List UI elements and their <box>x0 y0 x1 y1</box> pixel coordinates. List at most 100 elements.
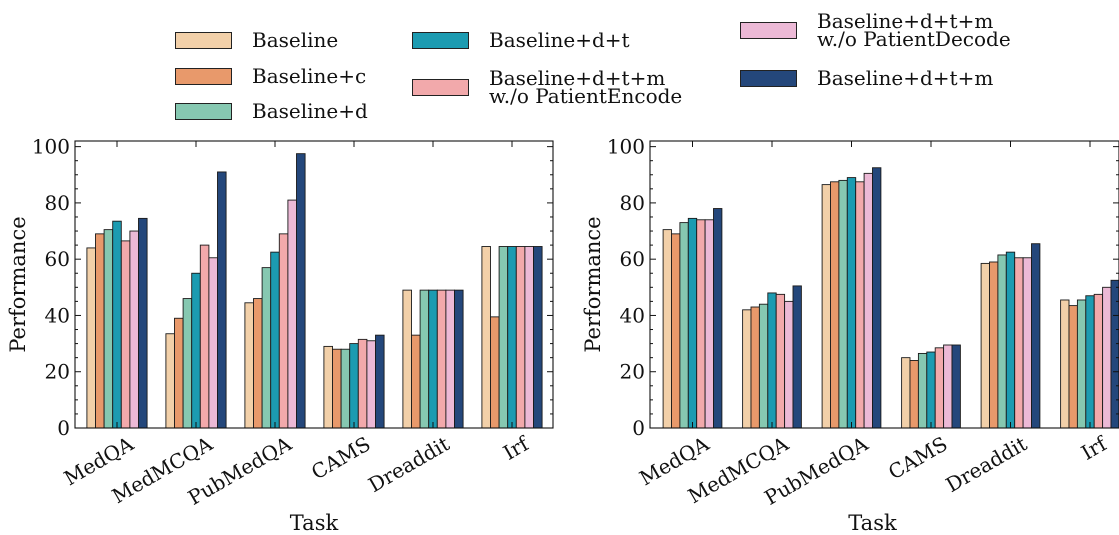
bar <box>821 184 831 429</box>
legend-entry-baseline-d: Baseline+d <box>175 99 368 123</box>
legend-label: Baseline+d+t+m <box>817 66 994 90</box>
legend-label: Baseline+d+t <box>489 28 630 52</box>
bar <box>436 289 447 429</box>
y-tick-label: 40 <box>45 303 70 327</box>
bar <box>926 351 936 429</box>
bar <box>270 251 280 429</box>
legend-label: Baseline+d+t+m w./o PatientEncode <box>489 66 683 108</box>
bar <box>980 262 990 429</box>
bar <box>481 246 491 429</box>
bar <box>103 229 114 429</box>
legend-label: Baseline+d+t+m w./o PatientDecode <box>817 9 1011 51</box>
bar <box>217 171 227 429</box>
legend-label: Baseline+d <box>252 99 368 123</box>
bar <box>129 230 139 429</box>
legend-label: Baseline <box>252 28 339 52</box>
bar <box>1060 299 1070 429</box>
bar <box>244 302 254 429</box>
bar <box>411 334 421 429</box>
bar <box>855 181 865 429</box>
bar <box>750 306 760 429</box>
bar <box>662 229 672 429</box>
bar <box>917 352 928 429</box>
bar <box>208 257 218 429</box>
bar <box>340 348 351 429</box>
bar <box>1076 299 1087 429</box>
legend-entry-baseline-d-t: Baseline+d+t <box>412 28 630 52</box>
bar <box>1005 251 1016 429</box>
bar <box>1110 279 1119 429</box>
bar <box>758 303 769 429</box>
bar <box>428 289 438 429</box>
bar <box>989 261 999 429</box>
bar <box>120 240 131 429</box>
bar <box>253 298 263 429</box>
bar <box>943 344 953 429</box>
bar <box>951 344 961 429</box>
bar <box>679 222 689 429</box>
y-tick-label: 100 <box>607 135 645 159</box>
bar <box>138 217 148 429</box>
bar <box>934 347 945 429</box>
bar <box>524 246 534 429</box>
bar <box>191 272 201 429</box>
x-tick-label: Dreaddit <box>364 432 453 497</box>
bar <box>909 360 919 429</box>
legend-swatch <box>175 67 232 85</box>
bar <box>713 208 723 429</box>
legend-swatch <box>740 21 797 39</box>
bar <box>533 246 543 429</box>
y-tick-label: 40 <box>620 303 645 327</box>
bar <box>792 285 802 429</box>
bar <box>515 246 526 429</box>
x-tick-label: Irf <box>1077 431 1112 465</box>
bar <box>1102 286 1112 429</box>
bar <box>671 233 681 429</box>
bar <box>784 300 794 429</box>
bar <box>349 343 359 429</box>
bar <box>287 199 297 429</box>
bar <box>1085 295 1095 429</box>
bar <box>357 338 368 429</box>
bar <box>323 345 333 429</box>
bar <box>296 153 306 429</box>
y-tick-label: 20 <box>45 360 70 384</box>
bar <box>454 289 464 429</box>
bar <box>112 220 122 429</box>
bar <box>445 289 455 429</box>
bar <box>86 247 96 429</box>
legend-entry-patient-decode: Baseline+d+t+m w./o PatientDecode <box>740 9 1011 51</box>
legend-swatch <box>740 69 797 87</box>
x-axis-label: Task <box>290 511 339 535</box>
x-tick-label: Dreaddit <box>942 432 1031 497</box>
bar <box>742 309 752 429</box>
bar <box>830 181 840 429</box>
bar <box>490 316 500 429</box>
bar <box>901 357 911 429</box>
bar <box>1093 293 1104 429</box>
bar <box>165 333 175 429</box>
bar <box>838 179 848 429</box>
bar <box>704 219 714 429</box>
plot-frame <box>74 140 554 429</box>
bar <box>174 317 184 429</box>
bar <box>863 172 873 429</box>
y-tick-label: 80 <box>620 191 645 215</box>
bar <box>507 246 517 429</box>
x-axis-label: Task <box>848 511 897 535</box>
plot-frame <box>649 140 1119 429</box>
bar <box>366 340 376 429</box>
legend-entry-baseline: Baseline <box>175 28 339 52</box>
legend-swatch <box>412 31 469 49</box>
bar <box>1031 243 1041 429</box>
legend-label: Baseline+c <box>252 64 367 88</box>
x-tick-label: Irf <box>499 431 534 465</box>
bar <box>332 348 342 429</box>
legend-entry-patient-encode: Baseline+d+t+m w./o PatientEncode <box>412 66 683 108</box>
y-axis-label: Performance <box>581 216 605 352</box>
y-tick-label: 0 <box>632 416 645 440</box>
legend-swatch <box>412 78 469 96</box>
legend-swatch <box>175 31 232 49</box>
